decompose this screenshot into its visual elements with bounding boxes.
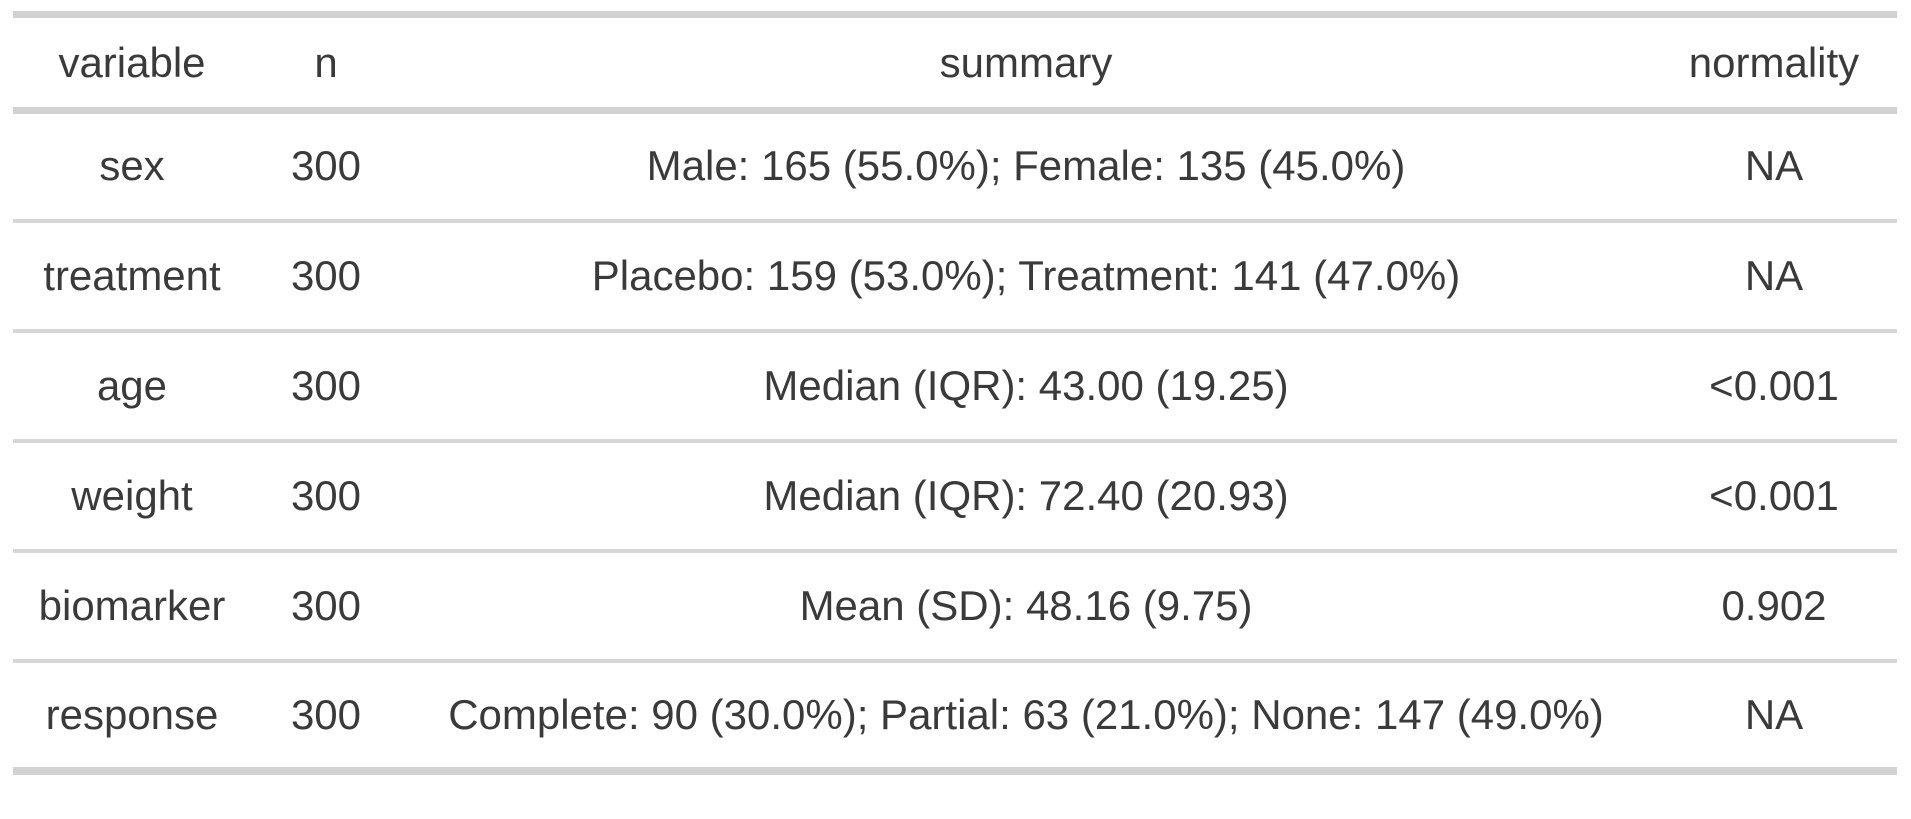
cell-variable: response — [45, 690, 219, 738]
cell-n: 300 — [290, 251, 362, 299]
cell-normality: 0.902 — [1721, 581, 1827, 629]
column-header-normality: normality — [1688, 38, 1860, 86]
cell-variable: age — [96, 361, 168, 409]
cell-summary: Median (IQR): 43.00 (19.25) — [763, 361, 1289, 409]
cell-summary: Complete: 90 (30.0%); Partial: 63 (21.0%… — [448, 690, 1604, 738]
cell-summary: Male: 165 (55.0%); Female: 135 (45.0%) — [646, 142, 1406, 190]
cell-n: 300 — [290, 142, 362, 190]
cell-summary: Mean (SD): 48.16 (9.75) — [799, 581, 1253, 629]
cell-variable: treatment — [43, 251, 221, 299]
column-header-n: n — [314, 38, 338, 86]
cell-normality: NA — [1744, 690, 1804, 738]
summary-statistics-table: variable n summary normality sex 300 Mal… — [13, 11, 1897, 775]
cell-summary: Placebo: 159 (53.0%); Treatment: 141 (47… — [591, 251, 1461, 299]
cell-normality: NA — [1744, 251, 1804, 299]
table-body: sex 300 Male: 165 (55.0%); Female: 135 (… — [13, 111, 1897, 771]
table-header: variable n summary normality — [13, 14, 1897, 111]
column-header-variable: variable — [58, 38, 206, 86]
table-row: response 300 Complete: 90 (30.0%); Parti… — [13, 661, 1897, 771]
table-row: treatment 300 Placebo: 159 (53.0%); Trea… — [13, 221, 1897, 331]
cell-n: 300 — [290, 581, 362, 629]
cell-variable: sex — [99, 142, 165, 190]
column-header-summary: summary — [939, 38, 1113, 86]
summary-table-container: variable n summary normality sex 300 Mal… — [13, 11, 1897, 775]
cell-summary: Median (IQR): 72.40 (20.93) — [763, 471, 1289, 519]
cell-variable: weight — [71, 471, 193, 519]
table-row: sex 300 Male: 165 (55.0%); Female: 135 (… — [13, 111, 1897, 221]
table-row: age 300 Median (IQR): 43.00 (19.25) <0.0… — [13, 331, 1897, 441]
cell-n: 300 — [290, 471, 362, 519]
cell-n: 300 — [290, 690, 362, 738]
header-row: variable n summary normality — [13, 14, 1897, 111]
cell-variable: biomarker — [38, 581, 226, 629]
cell-normality: NA — [1744, 142, 1804, 190]
table-row: biomarker 300 Mean (SD): 48.16 (9.75) 0.… — [13, 551, 1897, 661]
cell-normality: <0.001 — [1709, 361, 1839, 409]
cell-normality: <0.001 — [1709, 471, 1839, 519]
cell-n: 300 — [290, 361, 362, 409]
table-row: weight 300 Median (IQR): 72.40 (20.93) <… — [13, 441, 1897, 551]
